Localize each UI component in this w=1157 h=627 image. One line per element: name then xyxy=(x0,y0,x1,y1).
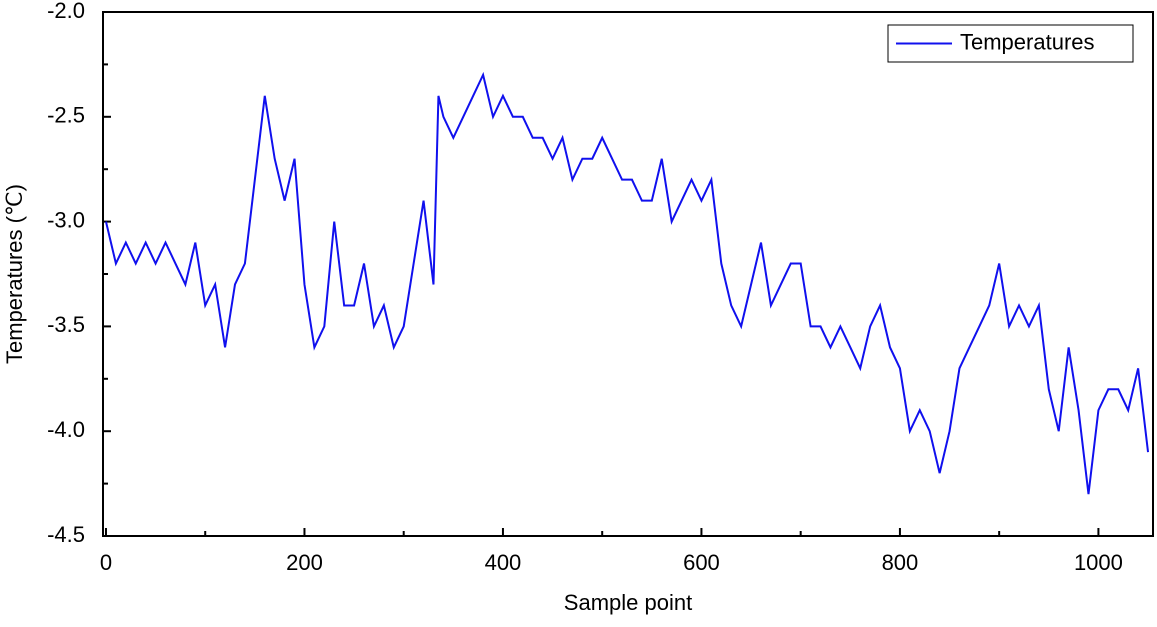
x-axis-label: Sample point xyxy=(564,590,692,615)
legend-label: Temperatures xyxy=(960,29,1095,54)
x-tick-label: 600 xyxy=(683,550,720,575)
x-tick-label: 1000 xyxy=(1074,550,1123,575)
plot-frame xyxy=(102,11,1154,537)
x-tick-label: 0 xyxy=(100,550,112,575)
y-tick-label: -4.0 xyxy=(47,417,85,442)
x-tick-label: 800 xyxy=(882,550,919,575)
x-tick-label: 200 xyxy=(286,550,323,575)
y-tick-label: -2.0 xyxy=(47,0,85,23)
x-tick-label: 400 xyxy=(485,550,522,575)
data-line xyxy=(105,71,1150,495)
y-tick-label: -2.5 xyxy=(47,103,85,128)
y-tick-label: -3.0 xyxy=(47,207,85,232)
y-tick-label: -4.5 xyxy=(47,522,85,547)
y-tick-label: -3.5 xyxy=(47,312,85,337)
y-axis-label: Temperatures (℃) xyxy=(2,184,27,364)
